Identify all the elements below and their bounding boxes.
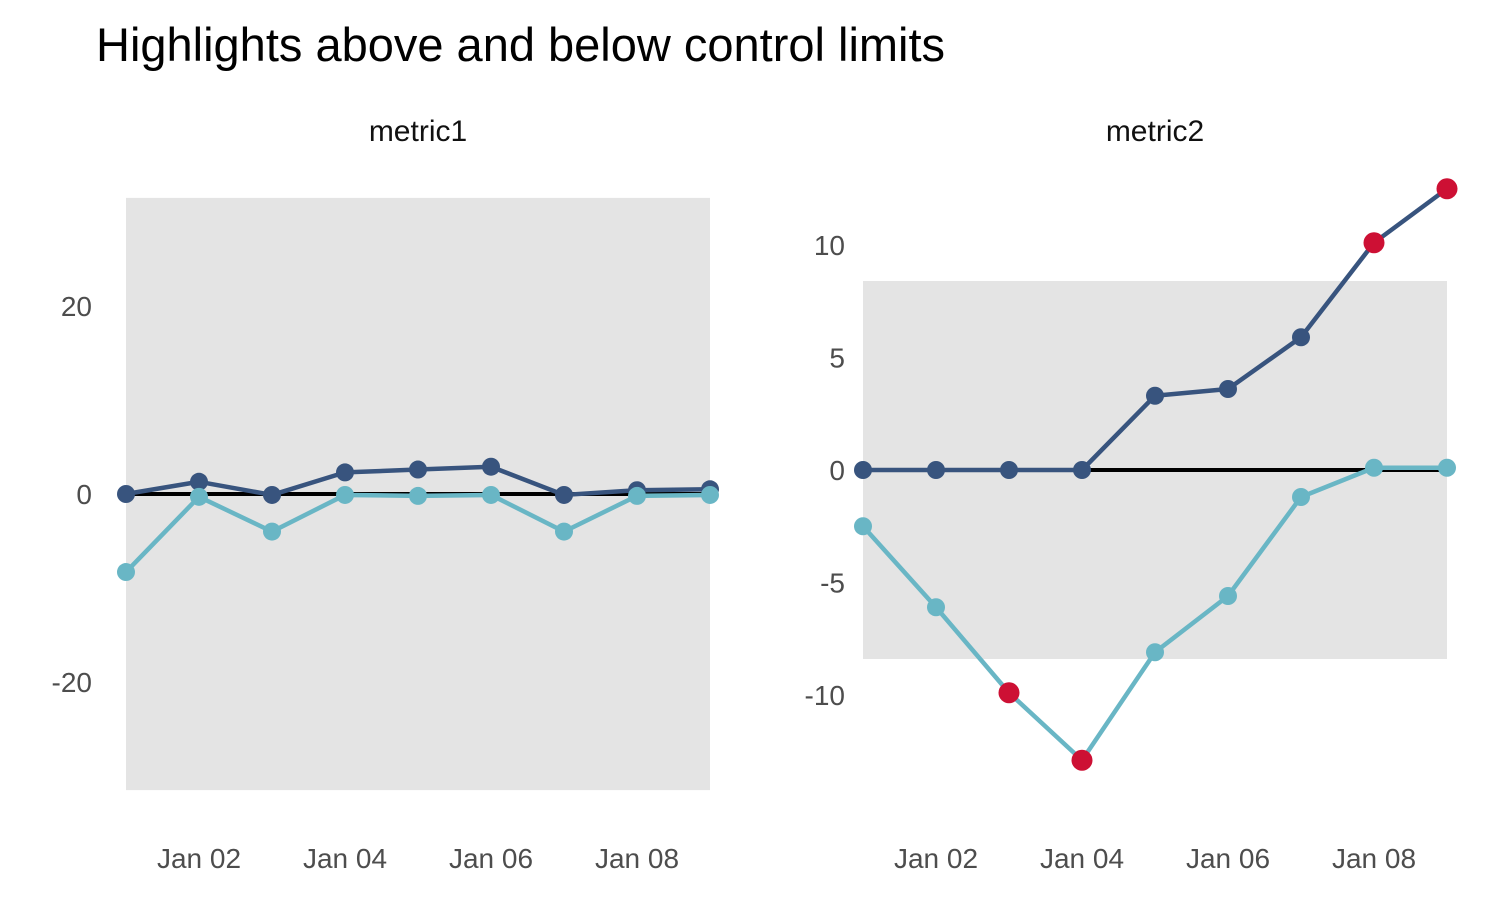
navy-point bbox=[555, 485, 573, 504]
x-axis-tick-label: Jan 02 bbox=[157, 843, 241, 874]
teal-point bbox=[1365, 458, 1383, 477]
x-axis-tick-label: Jan 04 bbox=[303, 843, 387, 874]
y-axis-tick-label: -10 bbox=[805, 680, 845, 711]
teal-point bbox=[1438, 458, 1456, 477]
teal-point bbox=[628, 486, 646, 505]
navy-point bbox=[927, 461, 945, 479]
navy-point bbox=[1146, 386, 1164, 405]
teal-point bbox=[1292, 488, 1310, 506]
navy-point bbox=[263, 485, 281, 504]
teal-point bbox=[701, 485, 719, 504]
y-axis-tick-label: 0 bbox=[76, 479, 92, 510]
teal-point bbox=[190, 487, 208, 506]
chart-metric1: 20 0 -20 Jan 02 Jan 04 Jan 06 Jan 08 bbox=[52, 197, 719, 874]
navy-point bbox=[1000, 461, 1018, 479]
navy-point bbox=[1219, 380, 1237, 398]
page-title: Highlights above and below control limit… bbox=[96, 18, 946, 71]
teal-point bbox=[854, 517, 872, 536]
panel-title-metric1: metric1 bbox=[369, 115, 467, 148]
y-axis-tick-label: 10 bbox=[814, 230, 845, 261]
navy-point bbox=[336, 463, 354, 482]
navy-point bbox=[854, 461, 872, 479]
navy-point bbox=[482, 457, 500, 476]
navy-point bbox=[409, 460, 427, 479]
y-axis-tick-label: -5 bbox=[820, 568, 845, 599]
teal-point bbox=[336, 485, 354, 504]
teal-point bbox=[1146, 643, 1164, 662]
panel-title-metric2: metric2 bbox=[1106, 115, 1204, 148]
navy-point bbox=[1292, 328, 1310, 347]
x-axis-tick-label: Jan 08 bbox=[1332, 843, 1416, 874]
teal-point bbox=[263, 522, 281, 541]
navy-point bbox=[117, 485, 135, 503]
y-axis-tick-label: 0 bbox=[829, 455, 845, 486]
x-axis-tick-label: Jan 08 bbox=[595, 843, 679, 874]
navy-point bbox=[190, 472, 208, 491]
navy-point bbox=[1073, 461, 1091, 479]
teal-point bbox=[482, 485, 500, 504]
teal-point-out-of-control bbox=[1071, 749, 1093, 771]
teal-point bbox=[409, 486, 427, 505]
x-axis-tick-label: Jan 06 bbox=[1186, 843, 1270, 874]
y-axis-tick-label: 20 bbox=[61, 291, 92, 322]
teal-point bbox=[927, 598, 945, 617]
navy-point-out-of-control bbox=[1436, 178, 1458, 200]
teal-point bbox=[555, 522, 573, 541]
navy-point-out-of-control bbox=[1363, 232, 1385, 254]
teal-point bbox=[1219, 587, 1237, 605]
chart-metric2: 10 5 0 -5 -10 Jan 02 Jan 04 Jan 06 Jan 08 bbox=[805, 178, 1458, 874]
teal-point-out-of-control bbox=[998, 682, 1020, 704]
teal-point bbox=[117, 563, 135, 582]
x-axis-tick-label: Jan 04 bbox=[1040, 843, 1124, 874]
y-axis-tick-label: -20 bbox=[52, 667, 92, 698]
x-axis-tick-label: Jan 06 bbox=[449, 843, 533, 874]
y-axis-tick-label: 5 bbox=[829, 343, 845, 374]
x-axis-tick-label: Jan 02 bbox=[894, 843, 978, 874]
